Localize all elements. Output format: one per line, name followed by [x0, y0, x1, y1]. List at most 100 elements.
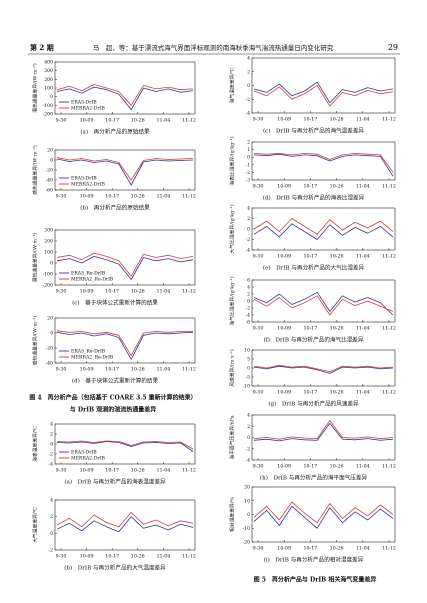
series-line — [56, 440, 194, 450]
x-tick-label: 10-17 — [105, 468, 119, 474]
x-tick-label: 11-12 — [382, 326, 396, 332]
y-tick-label: 0 — [50, 531, 53, 537]
y-tick-label: 2 — [247, 424, 250, 430]
y-axis-label: 潜热通量差异/(W·m⁻²) — [32, 233, 39, 283]
y-tick-label: 4 — [247, 285, 250, 291]
legend-label: ERA5_Re-DrIB — [71, 349, 106, 355]
y-tick-label: -2 — [49, 452, 54, 458]
series-line — [253, 423, 394, 442]
x-tick-label: 10-09 — [277, 326, 291, 332]
x-tick-label: 9-30 — [56, 194, 67, 200]
x-tick-label: 11-12 — [182, 468, 196, 474]
x-tick-label: 11-12 — [182, 118, 196, 124]
x-tick-label: 9-30 — [253, 390, 264, 396]
series-line — [56, 512, 194, 528]
y-tick-label: -40 — [46, 361, 53, 367]
x-tick-label: 10-26 — [330, 464, 344, 470]
y-axis-label: 海表温度差异/℃ — [32, 425, 39, 461]
series-line — [253, 85, 394, 107]
x-tick-label: 10-09 — [277, 184, 291, 190]
y-tick-label: 0 — [247, 299, 250, 305]
y-tick-label: -100 — [43, 272, 53, 278]
x-tick-label: 10-09 — [80, 367, 94, 373]
y-tick-label: -10 — [243, 526, 250, 532]
x-tick-label: 9-30 — [56, 554, 67, 560]
x-tick-label: 10-26 — [330, 184, 344, 190]
y-tick-label: 0 — [50, 94, 53, 100]
y-axis-label: 相对湿度差异/% — [229, 497, 236, 532]
panel-caption: (c) 基于块体公式重新计算的结果 — [72, 299, 158, 307]
series-line — [253, 420, 394, 440]
y-tick-label: -2 — [246, 446, 251, 452]
series-line — [56, 330, 193, 356]
x-tick-label: 11-12 — [382, 546, 396, 552]
x-tick-label: 11-04 — [156, 468, 170, 474]
x-tick-label: 10-17 — [303, 390, 317, 396]
series-line — [253, 223, 394, 240]
y-tick-label: 400 — [44, 60, 53, 66]
y-tick-label: 0 — [50, 442, 53, 448]
x-tick-label: 10-17 — [303, 464, 317, 470]
series-line — [253, 153, 394, 177]
x-tick-label: 11-12 — [182, 289, 196, 295]
y-axis-label: 海表比湿差异/(g·kg⁻¹) — [229, 136, 236, 185]
running-title: 马 超，等：基于漂流式海气界面浮标观测的南海秋季海气湍流热通量日内变化研究 — [93, 43, 334, 52]
series-line — [56, 441, 194, 452]
x-tick-label: 10-26 — [330, 254, 344, 260]
y-tick-label: 2 — [50, 514, 53, 520]
y-tick-label: -60 — [46, 188, 53, 194]
x-tick-label: 9-30 — [56, 468, 67, 474]
series-line — [56, 157, 194, 181]
x-tick-label: 9-30 — [253, 464, 264, 470]
panel-caption: (b) 再分析产品的原始结果 — [80, 204, 150, 212]
y-tick-label: 100 — [44, 250, 53, 256]
y-tick-label: -2 — [246, 170, 251, 176]
y-tick-label: 4 — [247, 56, 250, 62]
series-line — [56, 84, 194, 106]
series-line — [56, 86, 194, 111]
x-tick-label: 10-09 — [277, 117, 291, 123]
legend-label: ERA5_Re-DrIB — [71, 271, 106, 277]
y-tick-label: 4 — [247, 206, 250, 212]
legend-label: MERRA2_Re-DrIB — [71, 355, 114, 361]
y-tick-label: -1 — [246, 162, 251, 168]
x-tick-label: 10-26 — [330, 546, 344, 552]
y-tick-label: 2 — [247, 216, 250, 222]
series-line — [253, 365, 394, 374]
y-axis-label: 感热通量差异/(W·m⁻²) — [32, 145, 39, 195]
y-tick-label: 0 — [50, 331, 53, 337]
y-tick-label: 2 — [247, 69, 250, 75]
issue: 第 2 期 — [30, 43, 54, 52]
x-tick-label: 10-17 — [105, 118, 119, 124]
x-tick-label: 9-30 — [253, 254, 264, 260]
legend-label: MERRA2_Re-DrIB — [71, 277, 114, 283]
x-tick-label: 11-04 — [156, 367, 170, 373]
y-tick-label: 0 — [247, 227, 250, 233]
x-tick-label: 10-09 — [80, 468, 94, 474]
x-tick-label: 9-30 — [253, 326, 264, 332]
legend-label: ERA5-DrIB — [71, 100, 97, 106]
y-tick-label: -20 — [243, 540, 250, 546]
x-tick-label: 11-04 — [156, 554, 170, 560]
x-tick-label: 10-17 — [303, 184, 317, 190]
panel-caption: (d) 基于块体公式重新计算的结果 — [72, 377, 159, 385]
y-tick-label: -200 — [43, 283, 53, 289]
figure-caption: 与 DrIB 观测的湍流热通量差异 — [70, 406, 156, 414]
y-tick-label: -2 — [246, 97, 251, 103]
series-line — [56, 255, 194, 280]
series-line — [56, 331, 194, 360]
x-tick-label: 11-04 — [356, 326, 370, 332]
figure-caption: 图 5 再分析产品与 DrIB 相关海气变量差异 — [254, 576, 377, 584]
x-tick-label: 10-26 — [131, 289, 145, 295]
y-tick-label: -200 — [43, 112, 53, 118]
x-tick-label: 9-30 — [253, 117, 264, 123]
x-tick-label: 10-17 — [303, 326, 317, 332]
x-tick-label: 11-12 — [382, 464, 396, 470]
legend-label: MERRA2-DrIB — [71, 182, 105, 188]
y-axis-label: 大气温度差异/℃ — [32, 506, 39, 542]
y-tick-label: -2 — [49, 548, 54, 554]
panel-caption: (c) DrIB 与再分析产品的海气温差差异 — [263, 127, 364, 135]
y-tick-label: -20 — [46, 346, 53, 352]
